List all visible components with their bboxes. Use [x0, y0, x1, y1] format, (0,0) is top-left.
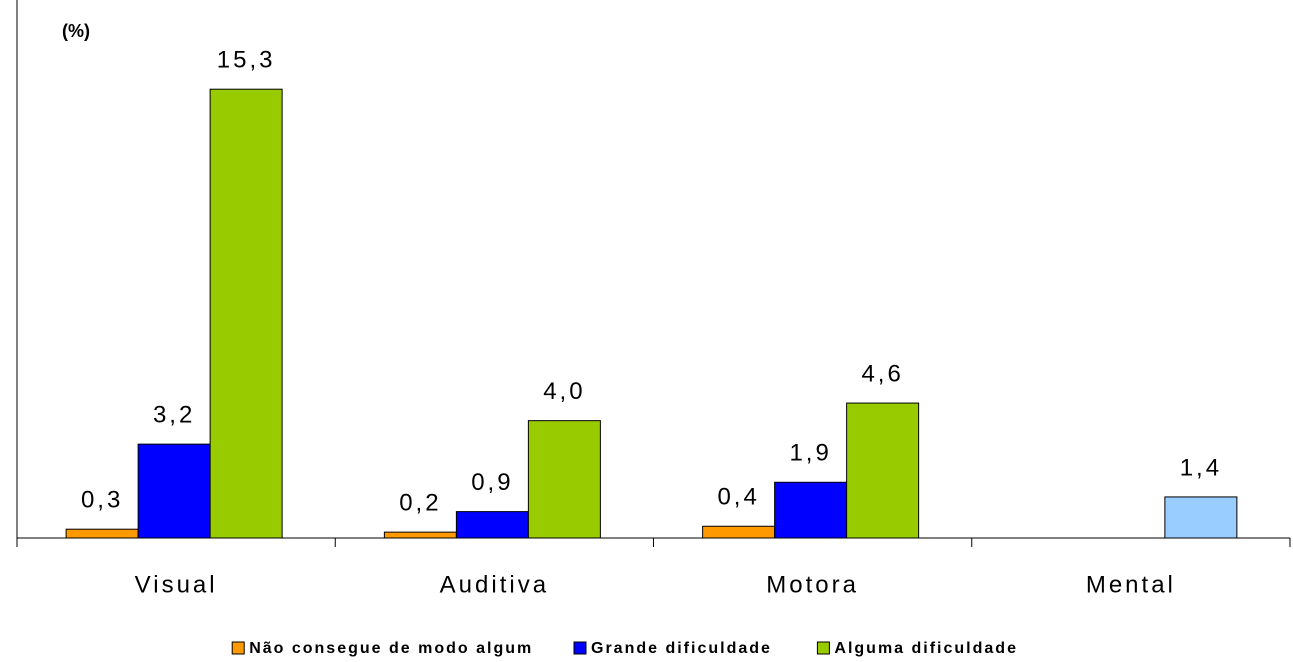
data-label: 1,9 — [789, 440, 831, 467]
legend-label: Não consegue de modo algum — [249, 640, 533, 657]
data-label: 15,3 — [217, 47, 276, 74]
legend-label: Alguma dificuldade — [834, 640, 1018, 657]
bar — [209, 88, 283, 539]
x-tick-label: Motora — [766, 571, 859, 598]
bar — [846, 402, 920, 539]
x-tick-label: Auditiva — [440, 571, 549, 598]
legend-swatch — [816, 641, 830, 655]
bar — [455, 511, 529, 539]
bar — [702, 525, 776, 539]
bar — [527, 420, 601, 539]
data-label: 3,2 — [153, 401, 195, 428]
legend-swatch — [231, 641, 245, 655]
legend-label: Grande dificuldade — [591, 640, 772, 657]
data-label: 4,6 — [861, 360, 903, 387]
data-label: 0,3 — [81, 487, 123, 514]
data-label: 0,4 — [717, 484, 759, 511]
bar — [1164, 496, 1238, 539]
bar — [774, 481, 848, 539]
legend-swatch — [573, 641, 587, 655]
data-label: 0,2 — [399, 489, 441, 516]
data-label: 0,9 — [471, 469, 513, 496]
data-label: 4,0 — [543, 378, 585, 405]
x-tick-label: Visual — [135, 571, 218, 598]
y-axis-label: (%) — [62, 21, 90, 41]
bar — [383, 531, 457, 539]
x-tick-label: Mental — [1086, 571, 1176, 598]
bar — [65, 528, 139, 539]
bar — [137, 443, 211, 539]
data-label: 1,4 — [1180, 454, 1222, 481]
